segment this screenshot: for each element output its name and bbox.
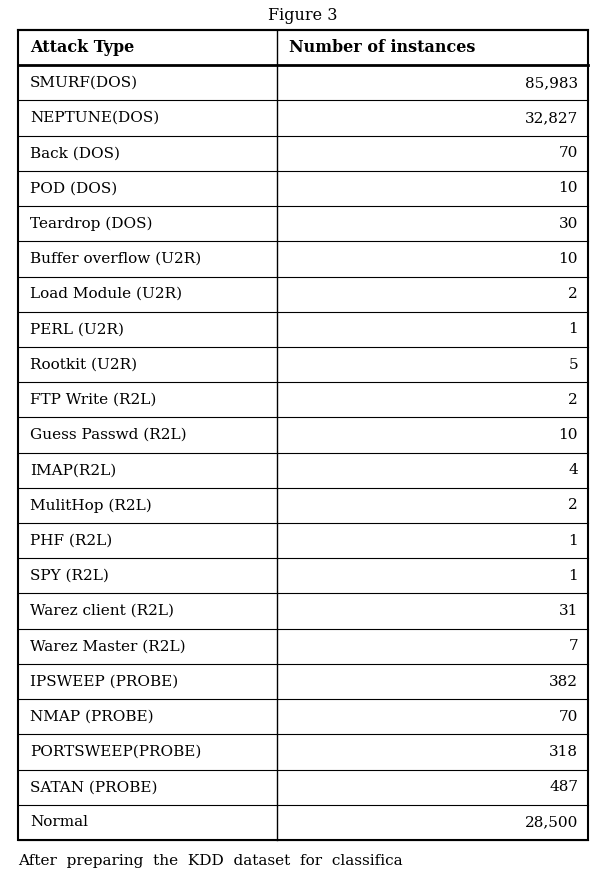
Text: 4: 4 xyxy=(568,463,578,478)
Text: MulitHop (R2L): MulitHop (R2L) xyxy=(30,498,152,513)
Text: 10: 10 xyxy=(559,182,578,195)
Text: Number of instances: Number of instances xyxy=(289,39,476,56)
Text: NMAP (PROBE): NMAP (PROBE) xyxy=(30,710,154,724)
Text: Warez Master (R2L): Warez Master (R2L) xyxy=(30,640,185,653)
Text: Warez client (R2L): Warez client (R2L) xyxy=(30,604,174,618)
Text: 30: 30 xyxy=(559,217,578,230)
Text: SPY (R2L): SPY (R2L) xyxy=(30,569,109,583)
Text: IMAP(R2L): IMAP(R2L) xyxy=(30,463,116,478)
Text: 70: 70 xyxy=(559,710,578,724)
Text: Buffer overflow (U2R): Buffer overflow (U2R) xyxy=(30,252,201,266)
Text: IPSWEEP (PROBE): IPSWEEP (PROBE) xyxy=(30,675,178,688)
Text: 2: 2 xyxy=(568,392,578,407)
Text: PERL (U2R): PERL (U2R) xyxy=(30,323,124,336)
Text: PHF (R2L): PHF (R2L) xyxy=(30,534,112,547)
Text: 2: 2 xyxy=(568,498,578,513)
Text: Teardrop (DOS): Teardrop (DOS) xyxy=(30,217,153,231)
Text: 382: 382 xyxy=(549,675,578,688)
Text: Normal: Normal xyxy=(30,815,88,830)
Text: 70: 70 xyxy=(559,146,578,160)
Text: SMURF(DOS): SMURF(DOS) xyxy=(30,76,138,90)
Text: NEPTUNE(DOS): NEPTUNE(DOS) xyxy=(30,111,159,125)
Text: After  preparing  the  KDD  dataset  for  classifica: After preparing the KDD dataset for clas… xyxy=(18,854,402,868)
Text: 5: 5 xyxy=(568,358,578,372)
Text: POD (DOS): POD (DOS) xyxy=(30,182,117,195)
Text: 1: 1 xyxy=(568,569,578,583)
Text: Guess Passwd (R2L): Guess Passwd (R2L) xyxy=(30,428,187,442)
Text: 10: 10 xyxy=(559,428,578,442)
Text: 487: 487 xyxy=(549,780,578,794)
Text: 7: 7 xyxy=(568,640,578,653)
Text: Figure 3: Figure 3 xyxy=(268,7,338,24)
Text: 85,983: 85,983 xyxy=(525,76,578,90)
Text: SATAN (PROBE): SATAN (PROBE) xyxy=(30,780,158,794)
Text: 32,827: 32,827 xyxy=(525,111,578,125)
Text: 2: 2 xyxy=(568,287,578,301)
Text: PORTSWEEP(PROBE): PORTSWEEP(PROBE) xyxy=(30,745,201,759)
Text: 10: 10 xyxy=(559,252,578,266)
Text: 1: 1 xyxy=(568,323,578,336)
Text: Rootkit (U2R): Rootkit (U2R) xyxy=(30,358,137,372)
Text: Load Module (U2R): Load Module (U2R) xyxy=(30,287,182,301)
Text: 28,500: 28,500 xyxy=(525,815,578,830)
Text: Back (DOS): Back (DOS) xyxy=(30,146,120,160)
Text: Attack Type: Attack Type xyxy=(30,39,135,56)
Text: 1: 1 xyxy=(568,534,578,547)
Text: 318: 318 xyxy=(549,745,578,759)
Text: FTP Write (R2L): FTP Write (R2L) xyxy=(30,392,156,407)
Text: 31: 31 xyxy=(559,604,578,618)
